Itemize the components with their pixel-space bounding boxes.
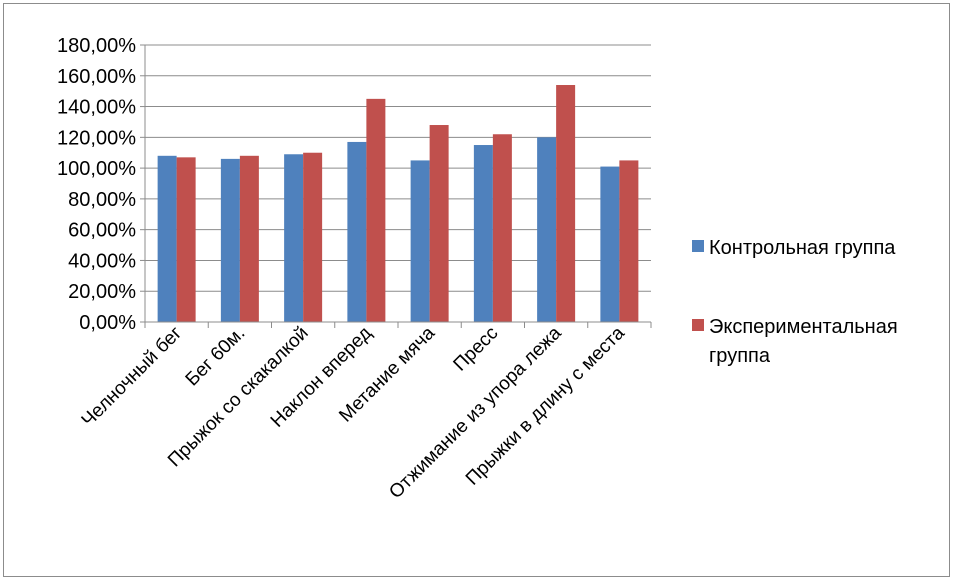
y-tick-label: 100,00% — [57, 158, 136, 180]
bar-control — [157, 155, 177, 322]
bar-control — [473, 145, 493, 322]
bar-experimental — [176, 157, 196, 322]
bars — [157, 85, 639, 323]
legend-entry: Экспериментальная группа — [709, 316, 898, 367]
legend-swatch — [692, 319, 704, 331]
bar-control — [284, 154, 304, 322]
y-tick-label: 140,00% — [57, 97, 136, 119]
legend-swatch — [692, 240, 704, 252]
axes — [140, 44, 652, 328]
y-tick-label: 120,00% — [57, 127, 136, 149]
bar-control — [347, 141, 367, 322]
bar-chart: 0,00% 20,00% 40,00% 60,00% 80,00% 100,00% 120,… — [57, 35, 898, 503]
bar-experimental — [366, 98, 386, 322]
legend: Контрольная группа Экспериментальная групп… — [692, 237, 898, 367]
bar-experimental — [619, 160, 639, 322]
bar-experimental — [556, 85, 576, 322]
category-label: Пресс — [450, 323, 503, 376]
bar-control — [220, 158, 240, 322]
bar-experimental — [303, 152, 323, 322]
y-tick-label: 180,00% — [57, 35, 136, 57]
y-tick-label: 0,00% — [79, 312, 136, 334]
bar-control — [537, 137, 557, 322]
y-tick-label: 60,00% — [68, 220, 136, 242]
y-tick-label: 20,00% — [68, 281, 136, 303]
bar-control — [410, 160, 430, 322]
y-tick-label: 80,00% — [68, 189, 136, 211]
y-axis-tick-labels: 0,00% 20,00% 40,00% 60,00% 80,00% 100,00% 120,… — [57, 35, 136, 334]
bar-control — [600, 166, 620, 322]
bar-experimental — [492, 134, 512, 322]
bar-experimental — [429, 125, 449, 323]
y-tick-label: 40,00% — [68, 250, 136, 272]
bar-experimental — [239, 155, 259, 322]
legend-entry: Контрольная группа — [709, 237, 896, 259]
category-label: Челночный бег — [78, 323, 187, 432]
y-tick-label: 160,00% — [57, 66, 136, 88]
chart-area: 0,00% 20,00% 40,00% 60,00% 80,00% 100,00% 120,… — [3, 3, 950, 577]
